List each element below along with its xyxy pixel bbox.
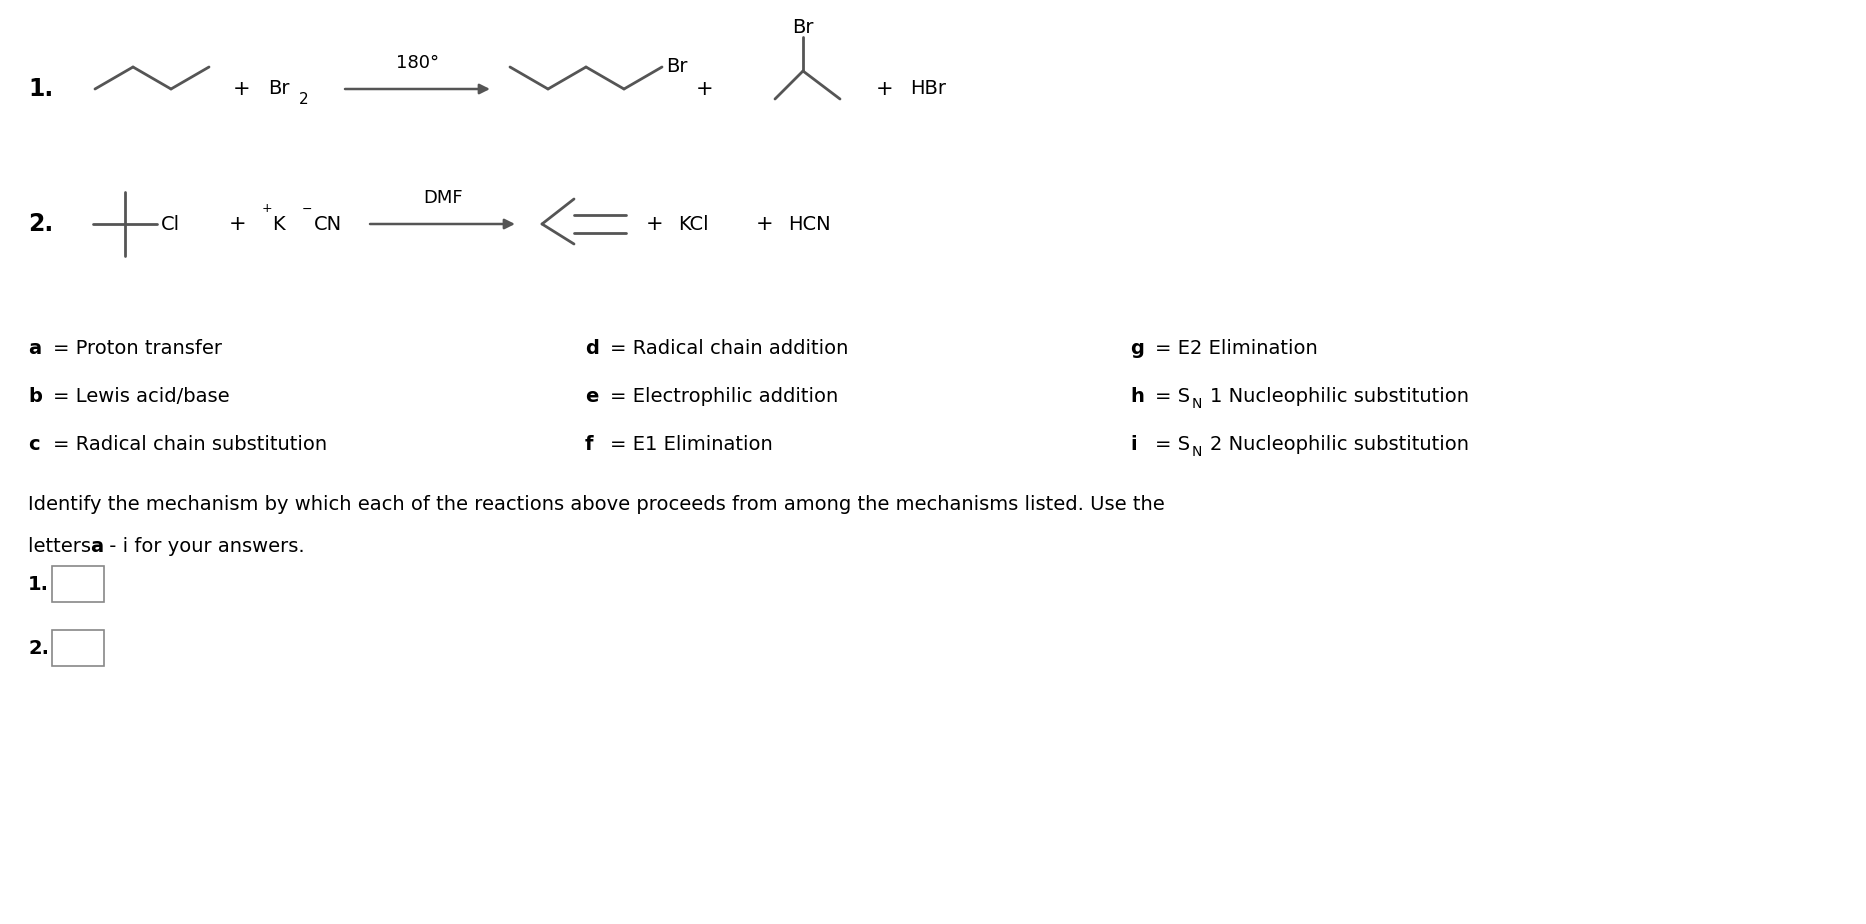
- Text: N: N: [1192, 445, 1202, 459]
- Text: CN: CN: [313, 214, 341, 234]
- Text: 1.: 1.: [28, 575, 49, 593]
- Text: i: i: [1131, 435, 1136, 455]
- Text: = S: = S: [1155, 435, 1191, 455]
- Text: 1.: 1.: [28, 77, 54, 101]
- Text: 2: 2: [299, 91, 308, 106]
- Text: 2.: 2.: [28, 638, 49, 658]
- Text: KCl: KCl: [677, 214, 709, 234]
- Text: Cl: Cl: [160, 214, 181, 234]
- Text: +: +: [877, 79, 894, 99]
- Text: Br: Br: [666, 57, 687, 77]
- Text: d: d: [586, 339, 599, 359]
- Text: g: g: [1131, 339, 1144, 359]
- Text: +: +: [646, 214, 664, 234]
- Text: 1 Nucleophilic substitution: 1 Nucleophilic substitution: [1209, 387, 1469, 407]
- Text: = Electrophilic addition: = Electrophilic addition: [610, 387, 838, 407]
- FancyBboxPatch shape: [52, 566, 104, 602]
- Text: = Proton transfer: = Proton transfer: [52, 339, 222, 359]
- Text: = E1 Elimination: = E1 Elimination: [610, 435, 773, 455]
- Text: = Radical chain addition: = Radical chain addition: [610, 339, 849, 359]
- Text: +: +: [233, 79, 250, 99]
- Text: a: a: [90, 537, 103, 555]
- Text: = E2 Elimination: = E2 Elimination: [1155, 339, 1317, 359]
- Text: = S: = S: [1155, 387, 1191, 407]
- Text: HCN: HCN: [787, 214, 830, 234]
- Text: −: −: [302, 202, 312, 215]
- Text: +: +: [230, 214, 246, 234]
- Text: Br: Br: [269, 79, 289, 99]
- Text: 2 Nucleophilic substitution: 2 Nucleophilic substitution: [1209, 435, 1469, 455]
- Text: letters: letters: [28, 537, 97, 555]
- Text: Identify the mechanism by which each of the reactions above proceeds from among : Identify the mechanism by which each of …: [28, 494, 1164, 514]
- Text: e: e: [586, 387, 599, 407]
- Text: HBr: HBr: [911, 79, 946, 99]
- Text: 180°: 180°: [396, 54, 440, 72]
- Text: b: b: [28, 387, 41, 407]
- Text: - i for your answers.: - i for your answers.: [103, 537, 304, 555]
- Text: 2.: 2.: [28, 212, 54, 236]
- Text: DMF: DMF: [424, 189, 463, 207]
- Text: K: K: [272, 214, 285, 234]
- Text: a: a: [28, 339, 41, 359]
- Text: = Radical chain substitution: = Radical chain substitution: [52, 435, 327, 455]
- FancyBboxPatch shape: [52, 630, 104, 666]
- Text: N: N: [1192, 397, 1202, 411]
- Text: +: +: [696, 79, 715, 99]
- Text: f: f: [586, 435, 593, 455]
- Text: c: c: [28, 435, 39, 455]
- Text: h: h: [1131, 387, 1144, 407]
- Text: +: +: [261, 202, 272, 215]
- Text: +: +: [756, 214, 774, 234]
- Text: Br: Br: [793, 18, 814, 37]
- Text: = Lewis acid/base: = Lewis acid/base: [52, 387, 230, 407]
